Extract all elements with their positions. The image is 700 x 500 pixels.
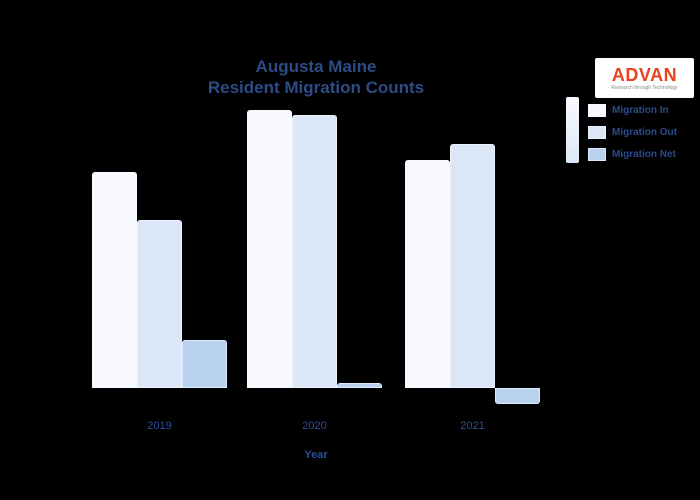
bar-migration-net-2021	[495, 388, 540, 404]
legend-item-migration-net: Migration Net	[588, 146, 676, 162]
bar-migration-in-2020	[247, 110, 292, 388]
bar-migration-net-2019	[182, 340, 227, 388]
chart-legend: Migration In Migration Out Migration Net	[564, 96, 700, 166]
legend-item-migration-out: Migration Out	[588, 124, 677, 140]
bar-migration-out-2021	[450, 144, 495, 388]
chart-title-line1: Augusta Maine	[255, 57, 377, 76]
x-axis-label: Year	[304, 449, 328, 461]
legend-swatch-icon	[588, 147, 606, 161]
chart-title: Augusta Maine Resident Migration Counts	[66, 56, 566, 98]
chart-title-line2: Resident Migration Counts	[207, 78, 425, 97]
x-tick-2019: 2019	[147, 420, 172, 432]
x-tick-2021: 2021	[460, 420, 485, 432]
legend-item-label: Migration Net	[612, 148, 676, 160]
legend-item-migration-in: Migration In	[588, 102, 669, 118]
x-tick-2020: 2020	[302, 420, 327, 432]
legend-item-label: Migration Out	[612, 126, 677, 138]
bar-migration-out-2019	[137, 220, 182, 388]
legend-swatch-icon	[588, 103, 606, 117]
legend-swatch-icon	[588, 125, 606, 139]
bar-migration-in-2019	[92, 172, 137, 388]
legend-item-label: Migration In	[612, 104, 669, 116]
advan-logo-tagline: Research through Technology	[611, 84, 678, 91]
advan-logo-wordmark: ADVAN	[611, 64, 678, 85]
advan-logo: ADVAN Research through Technology	[595, 58, 694, 98]
bar-migration-in-2021	[405, 160, 450, 388]
bar-migration-out-2020	[292, 115, 337, 388]
bar-migration-net-2020	[337, 383, 382, 388]
legend-frame-strip	[566, 97, 579, 163]
